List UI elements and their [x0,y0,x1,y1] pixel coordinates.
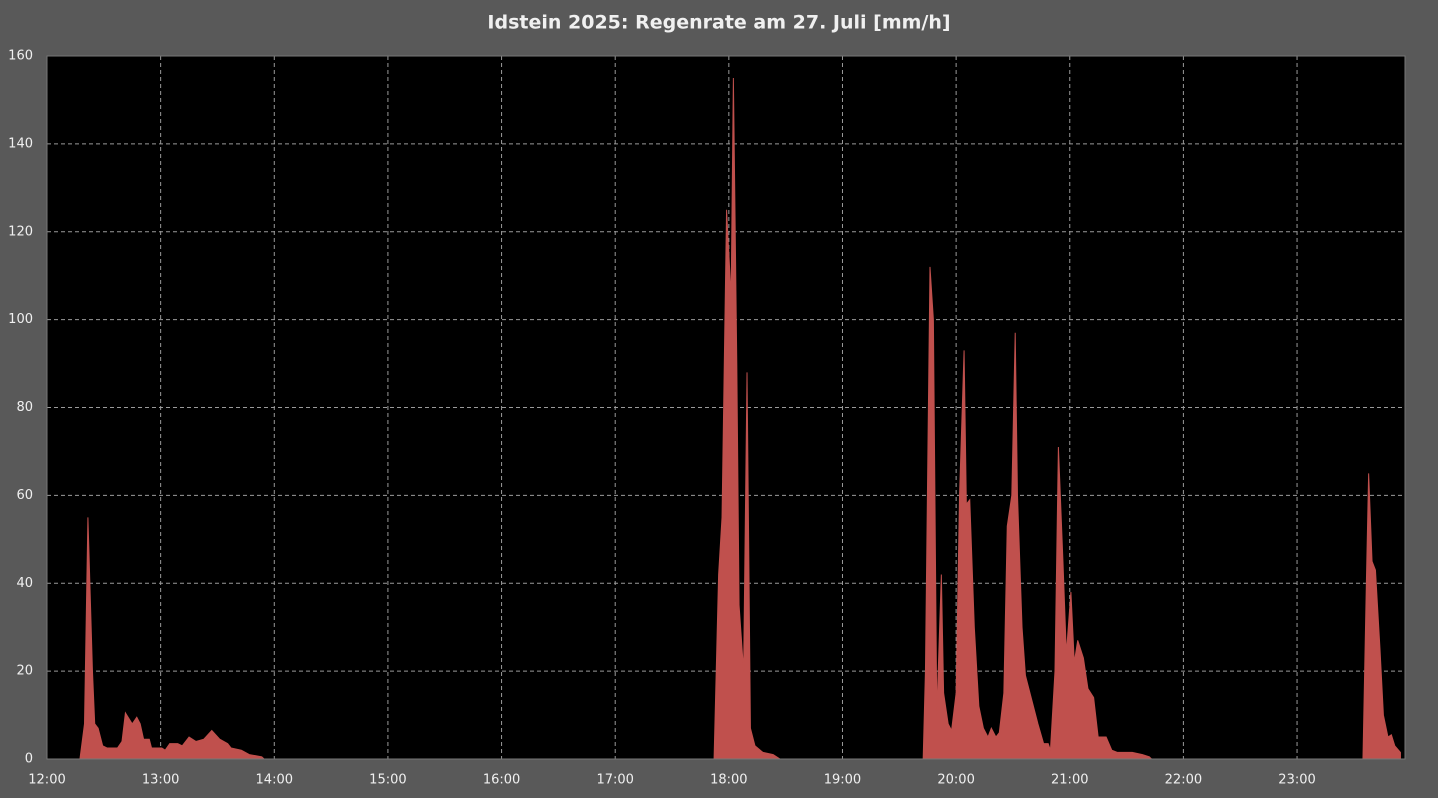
x-tick-label: 16:00 [483,773,520,788]
x-tick-label: 19:00 [824,773,861,788]
x-tick-label: 13:00 [142,773,179,788]
x-tick-label: 15:00 [369,773,406,788]
y-tick-label: 0 [25,752,33,767]
y-tick-label: 140 [8,136,33,151]
x-tick-label: 22:00 [1165,773,1202,788]
rain-area [79,77,1401,760]
x-tick-label: 18:00 [710,773,747,788]
plot-frame [46,55,1406,760]
y-tick-label: 40 [16,576,33,591]
y-tick-label: 120 [8,224,33,239]
x-tick-label: 21:00 [1051,773,1088,788]
chart-title: Idstein 2025: Regenrate am 27. Juli [mm/… [487,12,950,34]
y-tick-label: 100 [8,312,33,327]
x-tick-label: 12:00 [28,773,65,788]
x-tick-label: 20:00 [937,773,974,788]
x-tick-label: 17:00 [596,773,633,788]
x-tick-label: 23:00 [1278,773,1315,788]
y-tick-label: 80 [16,400,33,415]
y-tick-label: 60 [16,488,33,503]
y-tick-label: 160 [8,49,33,64]
x-tick-label: 14:00 [256,773,293,788]
y-tick-label: 20 [16,664,33,679]
